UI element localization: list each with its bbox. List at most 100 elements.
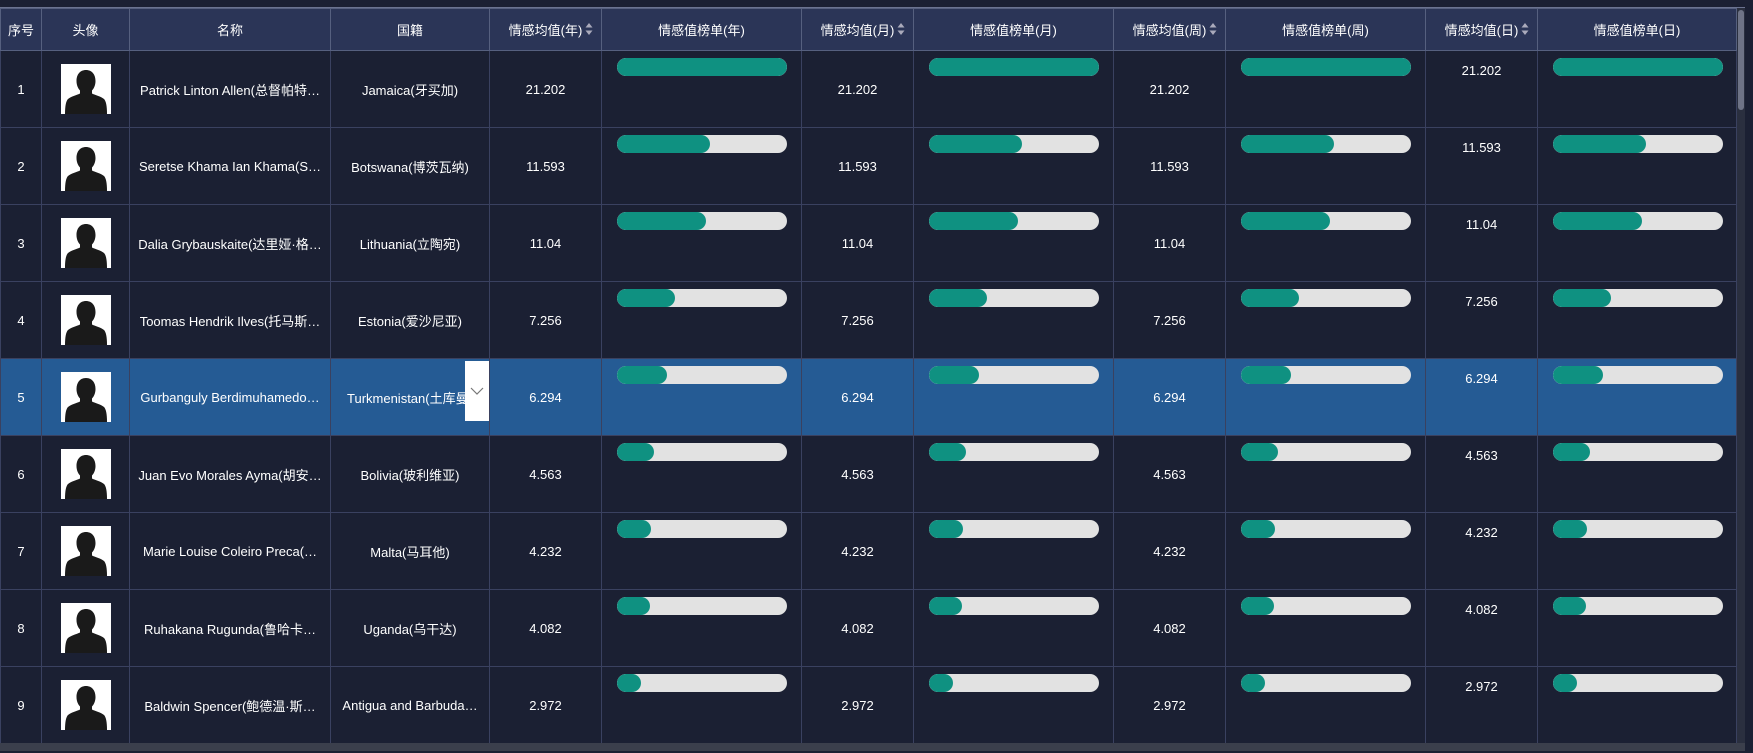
nationality: Turkmenistan(土库曼… bbox=[347, 390, 482, 406]
bar-cell bbox=[1225, 281, 1426, 359]
sort-icon[interactable] bbox=[1209, 22, 1217, 36]
header-label: 情感值榜单(年) bbox=[658, 23, 745, 38]
bar-track bbox=[1241, 289, 1411, 307]
bar-fill bbox=[1553, 135, 1646, 153]
bar-fill bbox=[929, 366, 980, 384]
bar-cell bbox=[913, 512, 1114, 590]
value-cell: 11.593 bbox=[1425, 127, 1538, 205]
column-header[interactable]: 情感均值(月) bbox=[801, 8, 914, 51]
bar-track bbox=[1241, 674, 1411, 692]
bar-track bbox=[1241, 443, 1411, 461]
value-cell: 11.04 bbox=[1113, 204, 1226, 282]
scroll-thumb[interactable] bbox=[1738, 10, 1744, 110]
bar-cell bbox=[1225, 204, 1426, 282]
bar-cell bbox=[1537, 281, 1737, 359]
table-row[interactable]: 4 Toomas Hendrik Ilves(托马斯… Estonia(爱沙尼亚) 7… bbox=[0, 281, 1737, 359]
bar-fill bbox=[929, 674, 953, 692]
sort-icon[interactable] bbox=[897, 22, 905, 36]
dropdown-button[interactable] bbox=[465, 361, 489, 421]
header-label: 情感均值(年) bbox=[508, 23, 583, 38]
table-row[interactable]: 1 Patrick Linton Allen(总督帕特… Jamaica(牙买加) 2… bbox=[0, 50, 1737, 128]
value-cell: 11.593 bbox=[801, 127, 914, 205]
bar-fill bbox=[1241, 58, 1411, 76]
bar-cell bbox=[1225, 435, 1426, 513]
nationality-cell: Turkmenistan(土库曼… bbox=[330, 358, 490, 436]
bar-fill bbox=[1241, 597, 1274, 615]
value-cell: 4.563 bbox=[801, 435, 914, 513]
bar-fill bbox=[1241, 212, 1330, 230]
bar-fill bbox=[1553, 366, 1604, 384]
value-cell: 11.593 bbox=[1113, 127, 1226, 205]
bar-track bbox=[1241, 212, 1411, 230]
value-cell: 6.294 bbox=[489, 358, 602, 436]
bar-track bbox=[929, 58, 1099, 76]
bar-cell bbox=[1225, 589, 1426, 667]
column-header: 情感值榜单(月) bbox=[913, 8, 1114, 51]
nationality-cell: Lithuania(立陶宛) bbox=[330, 204, 490, 282]
header-label: 情感值榜单(日) bbox=[1593, 23, 1681, 38]
table-row[interactable]: 8 Ruhakana Rugunda(鲁哈卡… Uganda(乌干达) 4.082 4.… bbox=[0, 589, 1737, 667]
name-cell: Ruhakana Rugunda(鲁哈卡… bbox=[129, 589, 331, 667]
table-row[interactable]: 9 Baldwin Spencer(鲍德温·斯… Antigua and Barbu… bbox=[0, 666, 1737, 744]
bar-cell bbox=[1537, 358, 1737, 436]
value-cell: 7.256 bbox=[1425, 281, 1538, 359]
row-index: 9 bbox=[0, 666, 42, 744]
bar-cell bbox=[1537, 50, 1737, 128]
sort-icon[interactable] bbox=[1521, 22, 1529, 36]
bar-fill bbox=[929, 58, 1099, 76]
name-cell: Toomas Hendrik Ilves(托马斯… bbox=[129, 281, 331, 359]
header-label: 情感值榜单(周) bbox=[1282, 23, 1369, 38]
bar-track bbox=[617, 674, 787, 692]
bar-fill bbox=[929, 520, 963, 538]
table-row[interactable]: 6 Juan Evo Morales Ayma(胡安… Bolivia(玻利维亚) 4… bbox=[0, 435, 1737, 513]
bar-track bbox=[1553, 135, 1723, 153]
column-header[interactable]: 情感均值(年) bbox=[489, 8, 602, 51]
bar-track bbox=[1241, 58, 1411, 76]
value-cell: 21.202 bbox=[801, 50, 914, 128]
table-row[interactable]: 7 Marie Louise Coleiro Preca(… Malta(马耳他) 4… bbox=[0, 512, 1737, 590]
nationality-cell: Botswana(博茨瓦纳) bbox=[330, 127, 490, 205]
bar-fill bbox=[1241, 674, 1265, 692]
value-cell: 4.232 bbox=[489, 512, 602, 590]
bar-track bbox=[617, 366, 787, 384]
bar-track bbox=[929, 597, 1099, 615]
bar-cell bbox=[913, 50, 1114, 128]
bar-cell bbox=[913, 281, 1114, 359]
bar-fill bbox=[1553, 674, 1577, 692]
table-body: 1 Patrick Linton Allen(总督帕特… Jamaica(牙买加) 2… bbox=[0, 50, 1737, 744]
nationality-cell: Jamaica(牙买加) bbox=[330, 50, 490, 128]
column-header[interactable]: 情感均值(周) bbox=[1113, 8, 1226, 51]
bar-cell bbox=[1225, 666, 1426, 744]
avatar bbox=[60, 372, 111, 422]
bar-cell bbox=[601, 50, 802, 128]
bar-cell bbox=[1225, 358, 1426, 436]
bar-fill bbox=[929, 443, 966, 461]
bar-fill bbox=[929, 135, 1022, 153]
table-row[interactable]: 5 Gurbanguly Berdimuhamedo… Turkmenistan(土… bbox=[0, 358, 1737, 436]
vertical-scrollbar[interactable] bbox=[1737, 8, 1745, 743]
header-label: 序号 bbox=[7, 23, 34, 38]
bar-fill bbox=[1241, 366, 1292, 384]
horizontal-scrollbar[interactable] bbox=[0, 743, 1745, 751]
column-header: 名称 bbox=[129, 8, 331, 51]
bar-fill bbox=[617, 58, 787, 76]
bar-fill bbox=[1241, 443, 1278, 461]
table-row[interactable]: 2 Seretse Khama Ian Khama(S… Botswana(博茨瓦纳… bbox=[0, 127, 1737, 205]
sort-icon[interactable] bbox=[585, 22, 593, 36]
value-cell: 4.563 bbox=[1113, 435, 1226, 513]
row-index: 3 bbox=[0, 204, 42, 282]
bar-fill bbox=[1241, 520, 1275, 538]
column-header: 情感值榜单(周) bbox=[1225, 8, 1426, 51]
value-cell: 4.082 bbox=[1425, 589, 1538, 667]
avatar-cell bbox=[41, 435, 130, 513]
column-header[interactable]: 情感均值(日) bbox=[1425, 8, 1538, 51]
bar-cell bbox=[1225, 127, 1426, 205]
column-header: 国籍 bbox=[330, 8, 490, 51]
table-row[interactable]: 3 Dalia Grybauskaite(达里娅·格… Lithuania(立陶宛)… bbox=[0, 204, 1737, 282]
bar-cell bbox=[601, 589, 802, 667]
bar-fill bbox=[929, 289, 988, 307]
bar-track bbox=[929, 135, 1099, 153]
avatar bbox=[60, 295, 111, 345]
bar-cell bbox=[1537, 512, 1737, 590]
row-index: 4 bbox=[0, 281, 42, 359]
